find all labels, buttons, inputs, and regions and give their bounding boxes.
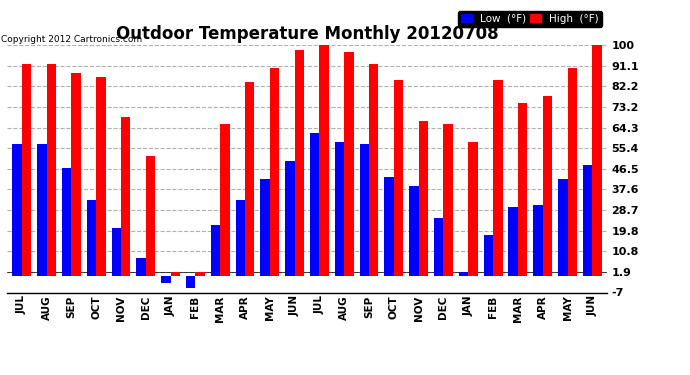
Bar [592,45,602,276]
Bar [186,276,195,288]
Bar [295,50,304,276]
Bar [583,165,592,276]
Bar [310,133,319,276]
Bar [220,124,230,276]
Bar [161,276,170,283]
Bar [211,225,220,276]
Bar [245,82,255,276]
Bar [87,200,96,276]
Bar [121,117,130,276]
Bar [394,80,403,276]
Bar [518,103,527,276]
Bar [359,144,369,276]
Bar [567,68,577,276]
Bar [285,160,295,276]
Bar [335,142,344,276]
Bar [459,272,469,276]
Bar [71,73,81,276]
Bar [469,142,477,276]
Bar [270,68,279,276]
Bar [419,122,428,276]
Text: Copyright 2012 Cartronics.com: Copyright 2012 Cartronics.com [1,35,142,44]
Bar [319,43,329,276]
Bar [170,272,180,276]
Bar [235,200,245,276]
Bar [137,258,146,276]
Bar [195,272,205,276]
Bar [37,144,47,276]
Bar [96,77,106,276]
Bar [558,179,567,276]
Bar [444,124,453,276]
Bar [493,80,502,276]
Bar [260,179,270,276]
Bar [434,219,444,276]
Bar [369,63,379,276]
Bar [533,205,543,276]
Legend: Low  (°F), High  (°F): Low (°F), High (°F) [458,10,602,27]
Bar [146,156,155,276]
Bar [484,235,493,276]
Bar [344,52,354,276]
Bar [384,177,394,276]
Bar [543,96,552,276]
Bar [409,186,419,276]
Bar [509,207,518,276]
Bar [12,144,22,276]
Bar [47,63,56,276]
Title: Outdoor Temperature Monthly 20120708: Outdoor Temperature Monthly 20120708 [116,26,498,44]
Bar [22,63,31,276]
Bar [112,228,121,276]
Bar [62,168,71,276]
